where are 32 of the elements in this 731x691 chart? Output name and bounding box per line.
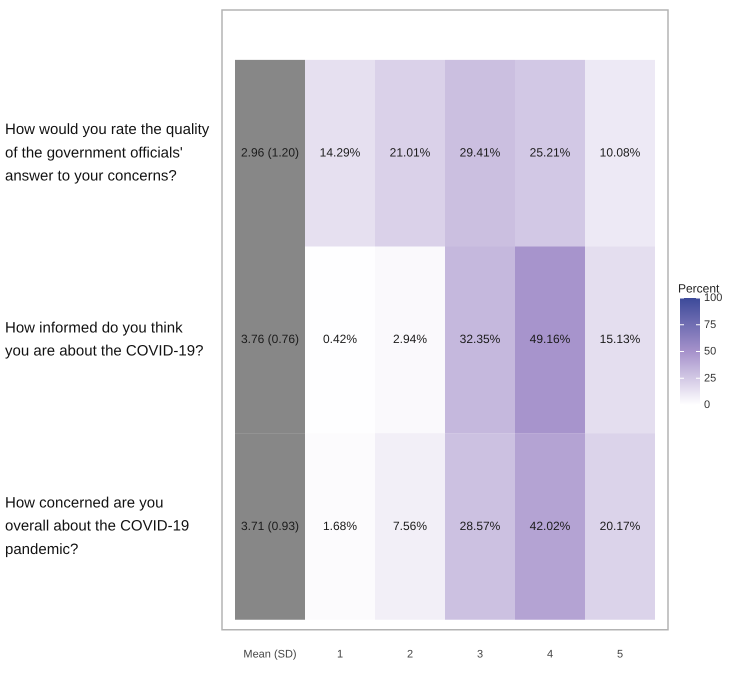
color-bar-label: 75 bbox=[704, 318, 716, 331]
data-label: 7.56% bbox=[392, 518, 428, 533]
x-tick-label: Mean (SD) bbox=[243, 648, 297, 660]
data-label: 29.41% bbox=[460, 146, 501, 160]
x-tick-label: 1 bbox=[336, 648, 344, 660]
data-label: 21.01% bbox=[390, 146, 431, 160]
data-label: 20.17% bbox=[600, 518, 641, 533]
text: 3.71 (0.93) bbox=[240, 518, 300, 533]
color-bar-label: 100 bbox=[704, 292, 722, 304]
x-tick-label: 2 bbox=[406, 648, 414, 660]
text: 3.76 (0.76) bbox=[240, 332, 300, 346]
data-label: 25.21% bbox=[530, 146, 571, 160]
x-tick-label: 5 bbox=[616, 648, 624, 660]
data-label: 10.08% bbox=[600, 146, 641, 160]
data-label: 42.02% bbox=[530, 518, 571, 533]
data-label: 32.35% bbox=[460, 332, 501, 346]
data-label: 28.57% bbox=[460, 518, 501, 533]
data-label: 49.16% bbox=[530, 332, 571, 346]
x-tick-label: 3 bbox=[476, 648, 484, 660]
data-label: 15.13% bbox=[600, 332, 641, 346]
color-bar-label: 25 bbox=[704, 372, 716, 384]
x-tick-label: 4 bbox=[546, 648, 554, 660]
data-label: 14.29% bbox=[320, 146, 361, 160]
color-bar-label: 50 bbox=[704, 346, 716, 358]
y-tick-label: How informed do you think you are about the COVID-19? bbox=[5, 319, 204, 360]
y-tick-label: How would you rate the quality of the government officials' answer to your concerns? bbox=[5, 121, 210, 185]
data-label: 2.94% bbox=[392, 332, 428, 346]
text: 2.96 (1.20) bbox=[240, 146, 300, 160]
data-label: 0.42% bbox=[322, 332, 358, 346]
color-bar-label: 0 bbox=[704, 399, 710, 412]
data-label: 1.68% bbox=[322, 518, 358, 533]
y-tick-label: How concerned are you overall about the COVID-19 pandemic? bbox=[5, 494, 190, 558]
